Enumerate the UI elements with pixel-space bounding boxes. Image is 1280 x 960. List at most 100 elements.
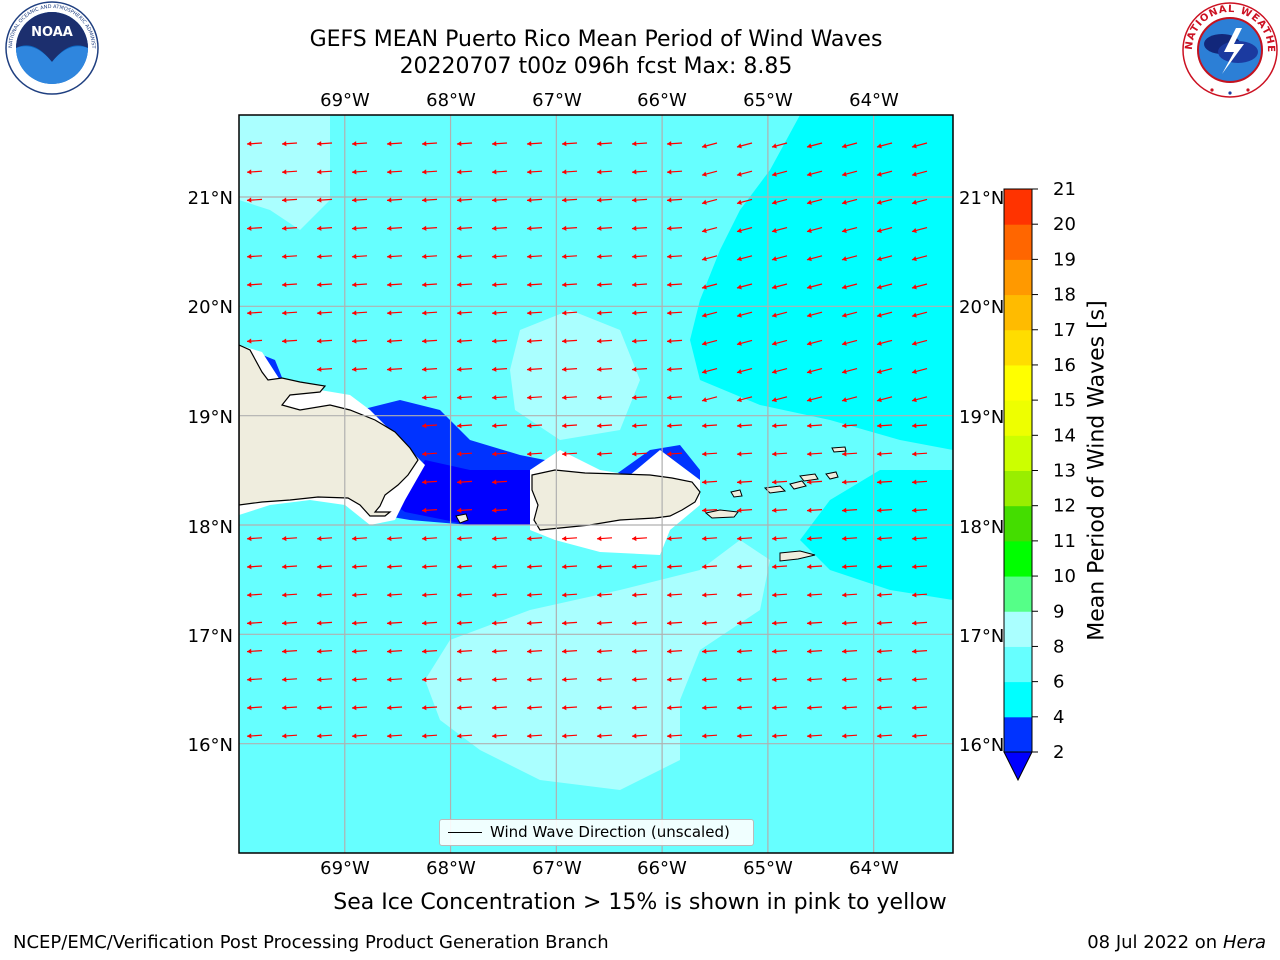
wave-direction-arrowhead — [667, 620, 672, 626]
colorbar-ticks: 2 4 6 8 9 10 11 12 13 14 15 16 17 18 19 20 21 — [1032, 179, 1076, 763]
lon-label-bottom: 68°W — [426, 858, 476, 879]
wave-direction-arrowhead — [527, 451, 532, 457]
wave-direction-arrowhead — [772, 423, 777, 429]
wave-direction-arrowhead — [842, 479, 847, 485]
wind-wave-arrows — [246, 141, 928, 739]
wave-direction-arrowhead — [562, 366, 567, 372]
wave-direction-arrowhead — [667, 310, 672, 316]
wave-direction-arrowhead — [632, 141, 637, 147]
lat-label-right: 19°N — [959, 407, 1004, 428]
wave-direction-arrowhead — [527, 253, 532, 260]
wave-direction-arrowhead — [597, 310, 602, 316]
wave-direction-arrowhead — [597, 141, 602, 147]
map-subtitle: 20220707 t00z 096h fcst Max: 8.85 — [399, 54, 793, 79]
wave-direction-arrowhead — [842, 171, 847, 177]
wave-direction-arrowhead — [457, 648, 462, 654]
st-croix-island — [779, 550, 816, 562]
colorbar-segment — [1004, 576, 1032, 612]
wave-direction-arrowhead — [667, 141, 672, 147]
footer-host: Hera — [1222, 932, 1266, 953]
wave-direction-arrowhead — [527, 733, 532, 739]
wave-direction-arrowhead — [807, 312, 812, 318]
wave-direction-arrowhead — [282, 733, 287, 739]
wave-direction-arrowhead — [702, 228, 707, 233]
wave-direction-arrowhead — [667, 648, 672, 654]
wave-direction-arrowhead — [422, 366, 427, 372]
wave-direction-arrowhead — [317, 676, 322, 683]
wave-direction-arrowhead — [842, 648, 847, 654]
colorbar-segment — [1004, 224, 1032, 260]
wave-direction-arrowhead — [737, 507, 742, 513]
wave-direction-arrowhead — [877, 369, 882, 374]
wave-direction-arrowhead — [877, 256, 882, 262]
wave-direction-arrowhead — [492, 310, 497, 316]
colorbar-tick-label: 14 — [1053, 425, 1076, 446]
wave-direction-arrowhead — [772, 228, 777, 233]
wave-direction-arrowhead — [912, 535, 917, 542]
wave-direction-arrowhead — [597, 423, 602, 429]
wave-direction-arrowhead — [422, 479, 427, 485]
wave-direction-arrowhead — [807, 397, 812, 403]
wave-direction-arrowhead — [667, 451, 672, 457]
colorbar-tick-label: 17 — [1053, 320, 1076, 341]
wave-direction-arrowhead — [282, 535, 287, 542]
wave-direction-arrowhead — [282, 338, 287, 344]
wave-direction-arrowhead — [247, 197, 252, 203]
wave-direction-arrowhead — [352, 169, 357, 175]
wave-direction-arrowhead — [877, 507, 882, 513]
wave-direction-arrowhead — [597, 394, 602, 401]
wave-direction-arrowhead — [387, 282, 392, 288]
wave-direction-arrowhead — [842, 369, 847, 374]
colorbar-segment — [1004, 716, 1032, 753]
wave-direction-arrowhead — [772, 620, 777, 626]
wave-direction-arrowhead — [702, 369, 707, 374]
footer-date: 08 Jul 2022 on — [1087, 932, 1218, 953]
wave-direction-arrowhead — [597, 197, 602, 203]
colorbar-tick-label: 10 — [1053, 566, 1076, 587]
lon-label-top: 69°W — [320, 90, 370, 111]
wave-direction-arrowhead — [667, 535, 672, 542]
wave-direction-arrowhead — [912, 284, 917, 290]
wave-direction-arrowhead — [912, 340, 917, 346]
wave-direction-arrowhead — [877, 592, 882, 598]
wave-direction-arrowhead — [632, 366, 637, 372]
wave-direction-arrowhead — [422, 310, 427, 316]
wave-direction-arrowhead — [457, 282, 462, 288]
wave-direction-arrowhead — [597, 282, 602, 288]
wave-direction-arrowhead — [457, 253, 462, 260]
wave-direction-arrowhead — [282, 620, 287, 626]
colorbar-tick-label: 16 — [1053, 355, 1076, 376]
st-john-island — [789, 480, 807, 490]
wave-direction-arrowhead — [597, 620, 602, 626]
wave-direction-arrowhead — [632, 282, 637, 288]
colorbar-tick-label: 15 — [1053, 390, 1076, 411]
wave-direction-arrowhead — [842, 705, 847, 711]
wave-direction-arrowhead — [352, 733, 357, 739]
wave-direction-arrowhead — [352, 310, 357, 316]
lat-label-left: 17°N — [188, 626, 233, 647]
colorbar-segment — [1004, 189, 1032, 225]
wave-direction-arrowhead — [282, 141, 287, 147]
wave-direction-arrowhead — [632, 169, 637, 175]
wave-direction-arrowhead — [702, 620, 707, 626]
wave-direction-arrowhead — [667, 592, 672, 598]
wave-direction-arrowhead — [842, 199, 847, 205]
wave-direction-arrowhead — [352, 592, 357, 598]
wave-direction-arrowhead — [247, 648, 252, 654]
wave-direction-arrowhead — [282, 169, 287, 175]
wave-direction-arrowhead — [457, 310, 462, 316]
wave-direction-arrowhead — [457, 535, 462, 542]
wave-direction-arrowhead — [422, 451, 427, 457]
wave-direction-arrowhead — [842, 676, 847, 683]
colorbar-segment — [1004, 400, 1032, 436]
wave-direction-arrowhead — [317, 310, 322, 316]
wave-direction-arrowhead — [877, 312, 882, 318]
wave-direction-arrowhead — [597, 338, 602, 344]
wave-direction-arrowhead — [737, 312, 742, 318]
wave-direction-arrowhead — [597, 366, 602, 372]
wave-direction-arrowhead — [632, 564, 637, 570]
wave-direction-arrowhead — [597, 705, 602, 711]
colorbar-segment — [1004, 540, 1032, 577]
colorbar-tick-label: 21 — [1053, 179, 1076, 200]
wave-direction-arrowhead — [457, 451, 462, 457]
